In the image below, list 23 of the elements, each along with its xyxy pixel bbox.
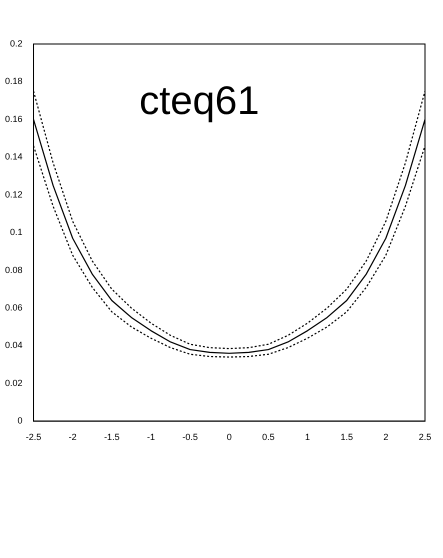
y-tick-label: 0.08 [4, 264, 23, 275]
x-tick-label: 0 [226, 432, 232, 442]
y-tick-label: 0.04 [4, 340, 23, 350]
y-tick-label: 0.14 [4, 152, 23, 162]
y-tick-label: 0.2 [10, 38, 23, 48]
x-tick-label: -1.5 [104, 432, 120, 442]
x-tick-label: 2 [383, 432, 388, 442]
x-tick-label: 1 [305, 432, 310, 442]
x-tick-label: -1 [146, 432, 155, 442]
y-tick-label: 0.18 [4, 76, 23, 86]
x-tick-label: -2 [68, 432, 77, 442]
x-tick-label: 2.5 [418, 432, 432, 442]
y-tick-label: 0.02 [4, 378, 23, 388]
x-tick-label: -2.5 [26, 432, 42, 442]
annotation: cteq61 [139, 79, 260, 123]
y-tick-label: 0 [18, 416, 23, 426]
y-tick-label: 0.06 [4, 302, 23, 313]
y-tick-label: 0.16 [4, 114, 23, 124]
x-tick-label: 0.5 [262, 432, 275, 442]
x-tick-label: -0.5 [182, 432, 198, 442]
x-tick-label: 1.5 [340, 432, 353, 442]
y-tick-label: 0.12 [4, 189, 23, 200]
y-tick-label: 0.1 [10, 227, 23, 238]
